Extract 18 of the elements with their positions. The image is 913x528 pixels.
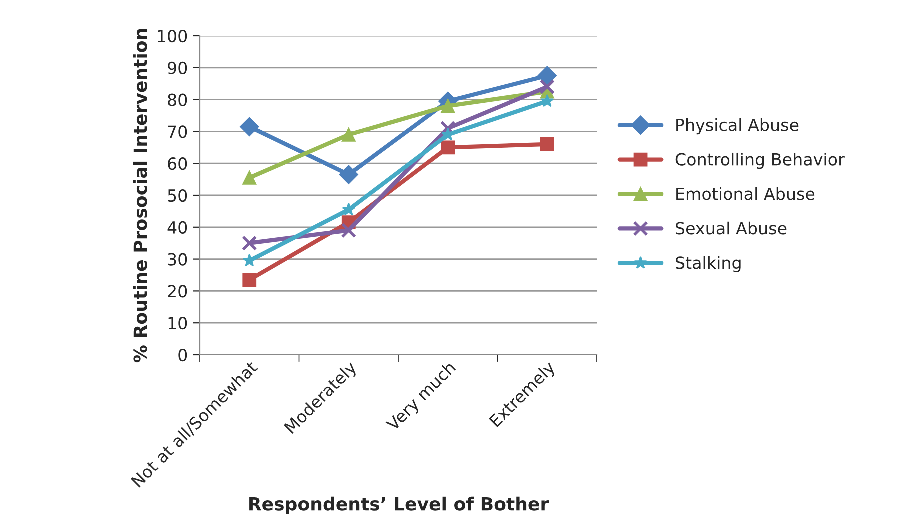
- legend-label: Stalking: [676, 256, 741, 272]
- y-tick-label: 80: [168, 94, 188, 106]
- legend-label: Controlling Behavior: [676, 152, 845, 170]
- y-tick-label: 40: [168, 221, 188, 234]
- y-tick-label: 0: [178, 348, 188, 362]
- y-tick-label: 90: [168, 62, 188, 74]
- y-tick-label: 20: [168, 285, 188, 298]
- y-tick-label: 30: [168, 253, 188, 266]
- y-tick-label: 60: [168, 158, 188, 170]
- x-axis-title: Respondents’ Level of Bother: [250, 496, 550, 514]
- y-tick-label: 50: [168, 189, 188, 202]
- y-tick-label: 70: [168, 126, 188, 138]
- legend-label: Sexual Abuse: [676, 222, 787, 235]
- y-tick-label: 100: [158, 30, 188, 43]
- legend-label: Physical Abuse: [676, 118, 799, 135]
- y-tick-label: 10: [168, 317, 188, 330]
- legend-label: Emotional Abuse: [676, 187, 815, 200]
- y-axis-title: % Routine Prosocial Intervention: [133, 29, 148, 363]
